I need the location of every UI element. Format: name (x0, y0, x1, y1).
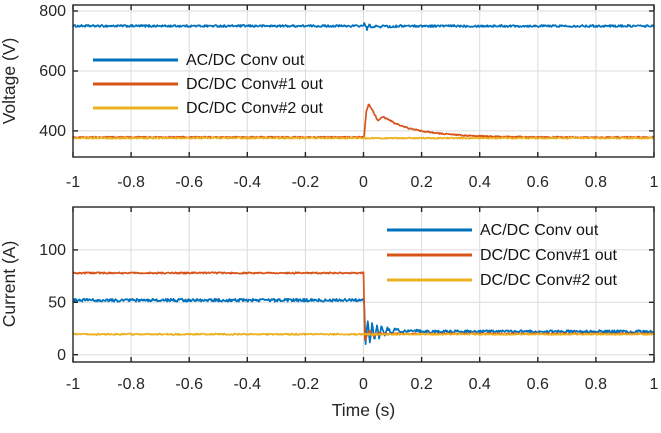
legend-label-ac-dc-conv-out: AC/DC Conv out (186, 52, 305, 69)
x-tick-label: -1 (66, 376, 80, 393)
x-tick-label: 0.4 (469, 376, 491, 393)
x-tick-label: 0.4 (469, 174, 491, 191)
legend-label-dc-dc-conv-1-out: DC/DC Conv#1 out (480, 247, 618, 264)
legend-label-dc-dc-conv-2-out: DC/DC Conv#2 out (480, 272, 618, 289)
x-tick-label: 0.6 (527, 174, 549, 191)
x-tick-label: -0.2 (292, 174, 320, 191)
x-tick-label: -1 (66, 174, 80, 191)
current-axis-label: Current (A) (0, 241, 19, 328)
x-tick-label: -0.8 (117, 376, 145, 393)
x-tick-label: -0.4 (234, 174, 262, 191)
voltage-axis-label: Voltage (V) (0, 38, 19, 125)
subplot-current: -1 -0.8 -0.6 -0.4 -0.2 0 0.2 0.4 0.6 0.8 1 0 50 100 AC… (39, 206, 659, 393)
x-tick-label: -0.6 (175, 376, 203, 393)
legend-label-dc-dc-conv-2-out: DC/DC Conv#2 out (186, 100, 324, 117)
x-tick-label: -0.6 (175, 174, 203, 191)
x-tick-label: 0.2 (410, 174, 432, 191)
series-line-dc-dc-conv-2-out (72, 332, 655, 336)
plots-layer: -1 -0.8 -0.6 -0.4 -0.2 0 0.2 0.4 0.6 0.8 1 400 600 80… (39, 3, 658, 393)
x-tick-label: 1 (650, 376, 659, 393)
series-layer (72, 271, 655, 346)
series-line-dc-dc-conv-1-out (72, 103, 655, 139)
y-tick-label: 400 (39, 123, 66, 140)
y-tick-label: 50 (48, 295, 66, 312)
x-tick-label: 0.6 (527, 376, 549, 393)
series-line-dc-dc-conv-1-out (72, 271, 655, 342)
x-tick-label: 0.8 (585, 174, 607, 191)
x-tick-label: 1 (650, 174, 659, 191)
y-tick-label: 600 (39, 63, 66, 80)
legend: AC/DC Conv out DC/DC Conv#1 out DC/DC Conv… (387, 222, 618, 289)
subplot-voltage: -1 -0.8 -0.6 -0.4 -0.2 0 0.2 0.4 0.6 0.8 1 400 600 80… (39, 3, 658, 191)
series-line-ac-dc-conv-out (72, 22, 655, 32)
y-tick-label: 100 (39, 242, 66, 259)
x-tick-label: -0.4 (234, 376, 262, 393)
legend-label-ac-dc-conv-out: AC/DC Conv out (480, 222, 599, 239)
x-tick-label: 0 (359, 174, 368, 191)
x-tick-label: 0 (359, 376, 368, 393)
y-tick-label: 0 (57, 347, 66, 364)
x-tick-label: -0.8 (117, 174, 145, 191)
y-tick-label: 800 (39, 3, 66, 20)
x-tick-label: 0.2 (410, 376, 432, 393)
series-layer (72, 22, 655, 140)
series-line-dc-dc-conv-2-out (72, 136, 655, 140)
legend: AC/DC Conv out DC/DC Conv#1 out DC/DC Conv… (93, 52, 324, 117)
legend-label-dc-dc-conv-1-out: DC/DC Conv#1 out (186, 76, 324, 93)
time-axis-label: Time (s) (332, 400, 396, 420)
x-tick-label: -0.2 (292, 376, 320, 393)
x-tick-label: 0.8 (585, 376, 607, 393)
